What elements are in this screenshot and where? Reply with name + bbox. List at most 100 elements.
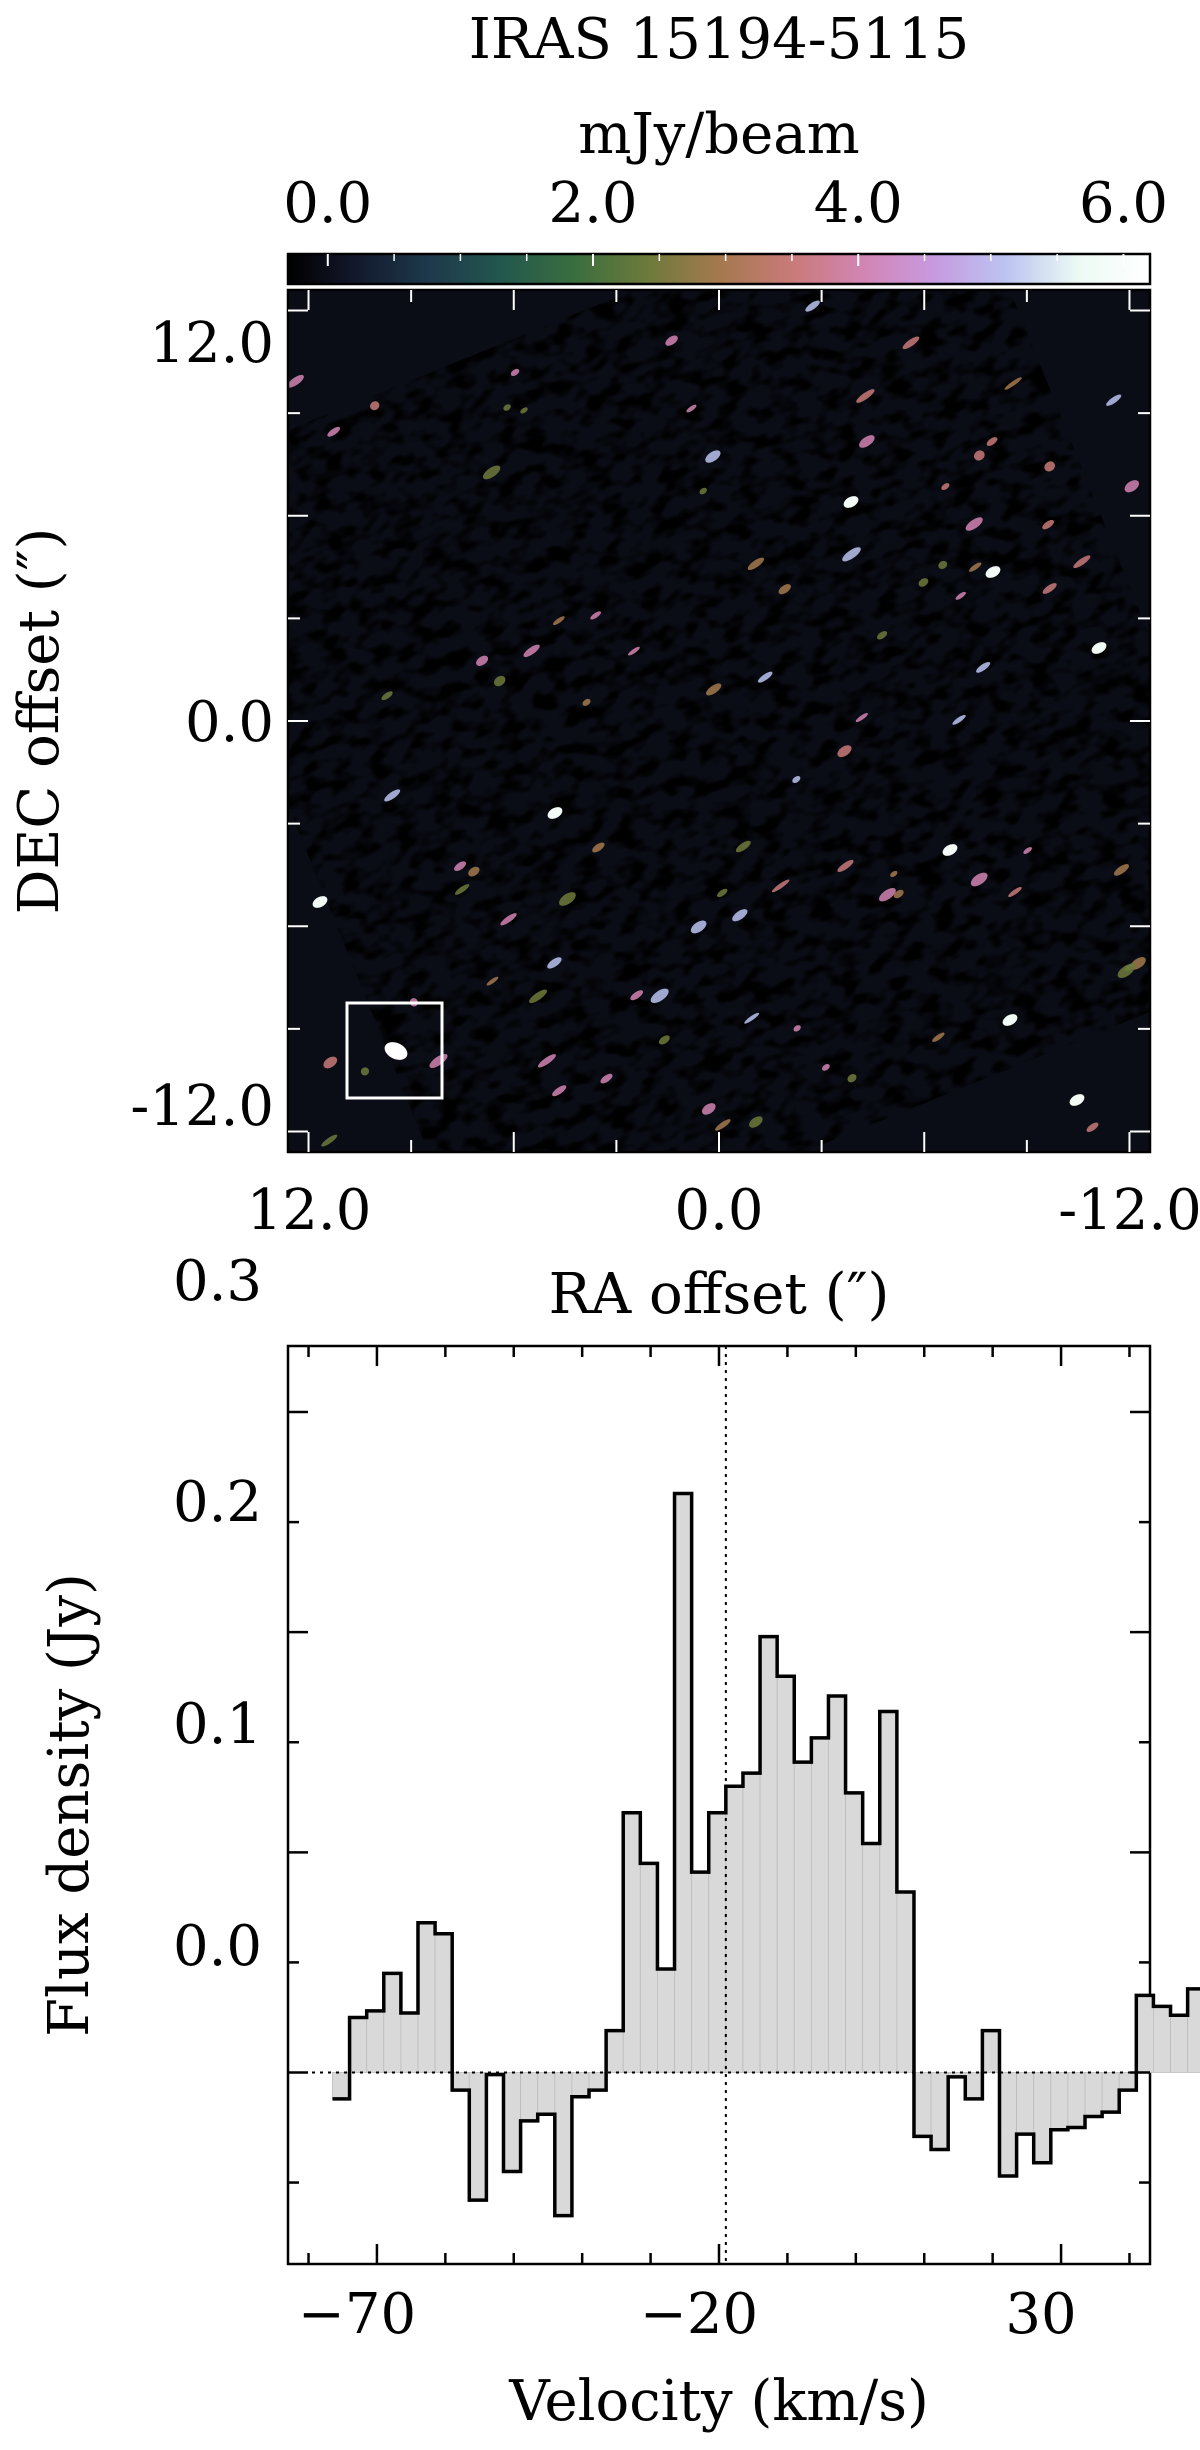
spectrum-bar <box>999 2072 1017 2177</box>
map-spot <box>1086 1122 1099 1132</box>
map-spot <box>876 631 888 640</box>
spectrum-bar <box>605 2030 624 2073</box>
map-bright-spot <box>942 844 958 856</box>
map-spot <box>1008 886 1022 898</box>
colorbar-label: mJy/beam <box>578 102 860 167</box>
spectrum-bar <box>810 1737 829 2073</box>
spectrum-bar <box>879 1711 898 2073</box>
map-spot <box>902 336 920 350</box>
map-spot <box>628 646 640 656</box>
spectrum-bar <box>1067 2072 1086 2128</box>
map-ytick-bottom: -12.0 <box>130 1074 274 1139</box>
map-spot <box>699 487 707 495</box>
map-spot <box>650 988 669 1004</box>
spectrum-bar <box>571 2072 590 2098</box>
map-spot <box>771 879 790 893</box>
spectrum-bar <box>845 1792 864 2073</box>
map-spot <box>500 913 517 926</box>
spectrum-panel: 0.0 0.1 0.2 0.3 −70 −20 30 Velocity (km/… <box>37 1249 1200 2434</box>
map-spot <box>717 888 728 898</box>
map-spot <box>932 1032 945 1042</box>
spectrum-ylabel: Flux density (Jy) <box>37 1573 102 2037</box>
map-spot <box>686 404 697 413</box>
map-spot <box>1042 519 1054 530</box>
spectrum-bar <box>1084 2072 1103 2117</box>
spectrum-bar <box>1170 2014 1189 2073</box>
map-spot <box>749 1116 763 1128</box>
map-spot <box>965 517 983 531</box>
map-spot <box>468 866 480 877</box>
map-spot <box>890 870 898 878</box>
map-spot <box>842 547 861 562</box>
map-spot <box>510 368 520 377</box>
intensity-map: 12.0 0.0 -12.0 12.0 0.0 -12.0 RA offset … <box>7 288 1200 1327</box>
spectrum-bar <box>964 2072 983 2100</box>
spectrum-bar <box>400 2012 419 2073</box>
figure-title: IRAS 15194-5115 <box>469 7 969 72</box>
spectrum-bar <box>793 1761 812 2073</box>
spectrum-bar <box>520 2072 539 2122</box>
map-spot <box>520 407 528 414</box>
map-spot <box>732 909 748 922</box>
map-xlabel: RA offset (″) <box>549 1262 890 1327</box>
map-spot <box>705 450 721 463</box>
spectrum-bar <box>759 1636 778 2073</box>
map-spot <box>658 1035 670 1045</box>
map-spot <box>793 1025 801 1032</box>
map-spot <box>973 450 985 461</box>
spectrum-bar <box>1050 2072 1069 2131</box>
spectrum-bar <box>1016 2072 1035 2135</box>
spectrum-bar <box>1153 2006 1171 2073</box>
map-spot <box>482 465 501 480</box>
spectrum-bar <box>1135 1995 1154 2073</box>
map-spot <box>986 437 998 446</box>
map-spot <box>952 714 966 725</box>
spectrum-bar <box>588 2072 607 2091</box>
spectrum-bar <box>468 2072 487 2201</box>
spec-ytick-1: 0.1 <box>173 1692 262 1757</box>
map-spot <box>918 578 929 587</box>
spectrum-bar <box>828 1695 846 2073</box>
map-spot <box>529 989 548 1004</box>
colorbar-tick-label-0: 0.0 <box>283 171 372 236</box>
spectrum-bar <box>742 1772 761 2073</box>
map-spot <box>360 1067 370 1076</box>
spectrum-bar <box>725 1785 744 2073</box>
spectrum-bar <box>913 2072 932 2137</box>
map-spot <box>1106 394 1122 406</box>
map-spot <box>805 300 820 312</box>
spectrum-bar <box>776 1675 795 2073</box>
map-spot <box>321 1134 338 1147</box>
spectrum-ticks <box>288 1346 1150 2264</box>
spectrum-bar <box>1033 2072 1052 2164</box>
map-spot <box>1113 864 1129 876</box>
map-spot <box>665 335 678 346</box>
map-spot <box>701 1103 716 1115</box>
spectrum-bar <box>691 1871 710 2073</box>
spectrum-bar <box>896 1891 915 2073</box>
map-spot <box>288 374 304 388</box>
map-xtick-left: 12.0 <box>247 1178 372 1243</box>
map-spot <box>1044 461 1055 472</box>
map-ytick-mid: 0.0 <box>185 690 274 755</box>
spectrum-fill <box>332 1493 1200 2216</box>
map-spot <box>855 713 868 723</box>
map-spot <box>327 426 341 437</box>
map-spot <box>547 957 562 969</box>
spec-xtick-1: −20 <box>640 2282 758 2347</box>
map-spot <box>600 1073 613 1084</box>
map-spot <box>706 683 722 696</box>
spectrum-bar <box>1187 1988 1200 2073</box>
spec-xtick-2: 30 <box>1005 2282 1076 2347</box>
map-spot <box>757 671 773 683</box>
map-spot <box>715 1119 731 1131</box>
colorbar-tick-label-1: 2.0 <box>548 171 637 236</box>
colorbar: 0.0 2.0 4.0 6.0 <box>283 171 1168 286</box>
map-spot <box>878 887 896 902</box>
map-spot <box>778 584 791 595</box>
map-spot <box>592 842 605 853</box>
spec-ytick-2: 0.2 <box>173 1470 262 1535</box>
map-xtick-mid: 0.0 <box>674 1178 763 1243</box>
colorbar-ticks: 0.0 2.0 4.0 6.0 <box>283 171 1168 266</box>
colorbar-gradient <box>286 252 1152 286</box>
